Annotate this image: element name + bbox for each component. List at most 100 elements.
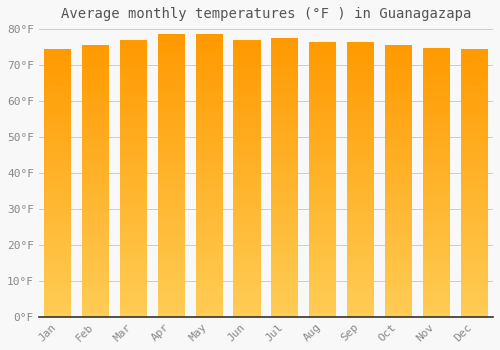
Bar <box>271 41 298 42</box>
Bar <box>309 89 336 90</box>
Bar <box>347 288 374 289</box>
Bar <box>196 272 223 273</box>
Bar <box>385 132 412 133</box>
Bar <box>422 112 450 114</box>
Bar <box>196 120 223 122</box>
Bar <box>460 78 488 80</box>
Bar <box>120 97 147 98</box>
Bar <box>422 271 450 272</box>
Bar <box>196 228 223 229</box>
Bar <box>44 243 72 244</box>
Bar <box>82 106 109 108</box>
Bar <box>196 238 223 239</box>
Bar <box>422 127 450 128</box>
Bar <box>309 43 336 44</box>
Bar <box>460 126 488 128</box>
Bar <box>196 269 223 270</box>
Bar <box>460 244 488 246</box>
Bar <box>309 87 336 89</box>
Bar <box>347 54 374 55</box>
Bar <box>44 240 72 242</box>
Bar <box>271 303 298 304</box>
Bar <box>422 126 450 127</box>
Bar <box>271 49 298 51</box>
Bar <box>422 209 450 211</box>
Bar <box>271 69 298 70</box>
Bar <box>120 308 147 310</box>
Bar <box>234 142 260 144</box>
Bar <box>82 144 109 146</box>
Bar <box>196 58 223 60</box>
Bar <box>234 178 260 180</box>
Bar <box>234 149 260 150</box>
Bar <box>271 208 298 210</box>
Bar <box>44 309 72 310</box>
Bar <box>82 155 109 156</box>
Bar <box>309 182 336 183</box>
Bar <box>120 267 147 268</box>
Bar <box>385 303 412 304</box>
Bar <box>385 109 412 110</box>
Bar <box>196 186 223 187</box>
Bar <box>385 51 412 52</box>
Bar <box>460 219 488 220</box>
Bar <box>82 120 109 121</box>
Bar <box>271 282 298 284</box>
Bar <box>158 153 185 154</box>
Bar <box>82 309 109 310</box>
Bar <box>271 63 298 64</box>
Bar <box>44 248 72 250</box>
Bar <box>234 232 260 234</box>
Bar <box>422 233 450 235</box>
Bar <box>347 251 374 252</box>
Bar <box>460 56 488 57</box>
Bar <box>234 271 260 273</box>
Bar <box>196 37 223 39</box>
Bar <box>271 264 298 265</box>
Bar <box>82 195 109 196</box>
Bar <box>271 90 298 91</box>
Bar <box>82 310 109 312</box>
Bar <box>82 214 109 215</box>
Bar <box>120 145 147 147</box>
Bar <box>120 282 147 284</box>
Bar <box>82 216 109 218</box>
Bar <box>196 82 223 84</box>
Bar <box>347 191 374 193</box>
Bar <box>271 230 298 232</box>
Bar <box>385 298 412 299</box>
Bar <box>347 42 374 43</box>
Bar <box>460 295 488 297</box>
Bar <box>158 262 185 263</box>
Bar <box>385 295 412 296</box>
Bar <box>44 53 72 54</box>
Bar <box>422 174 450 176</box>
Bar <box>460 305 488 306</box>
Bar <box>309 169 336 171</box>
Bar <box>196 194 223 195</box>
Bar <box>309 285 336 287</box>
Bar <box>234 58 260 59</box>
Bar <box>196 252 223 253</box>
Bar <box>385 49 412 51</box>
Bar <box>158 300 185 301</box>
Bar <box>44 172 72 174</box>
Bar <box>44 268 72 270</box>
Bar <box>347 260 374 262</box>
Bar <box>309 54 336 55</box>
Bar <box>158 149 185 150</box>
Bar <box>234 253 260 254</box>
Bar <box>385 253 412 254</box>
Bar <box>271 155 298 156</box>
Bar <box>120 142 147 144</box>
Bar <box>385 267 412 268</box>
Bar <box>44 152 72 153</box>
Bar <box>82 146 109 147</box>
Bar <box>120 81 147 83</box>
Bar <box>460 66 488 68</box>
Bar <box>196 87 223 88</box>
Bar <box>196 299 223 300</box>
Bar <box>347 149 374 150</box>
Bar <box>347 289 374 290</box>
Bar <box>234 99 260 101</box>
